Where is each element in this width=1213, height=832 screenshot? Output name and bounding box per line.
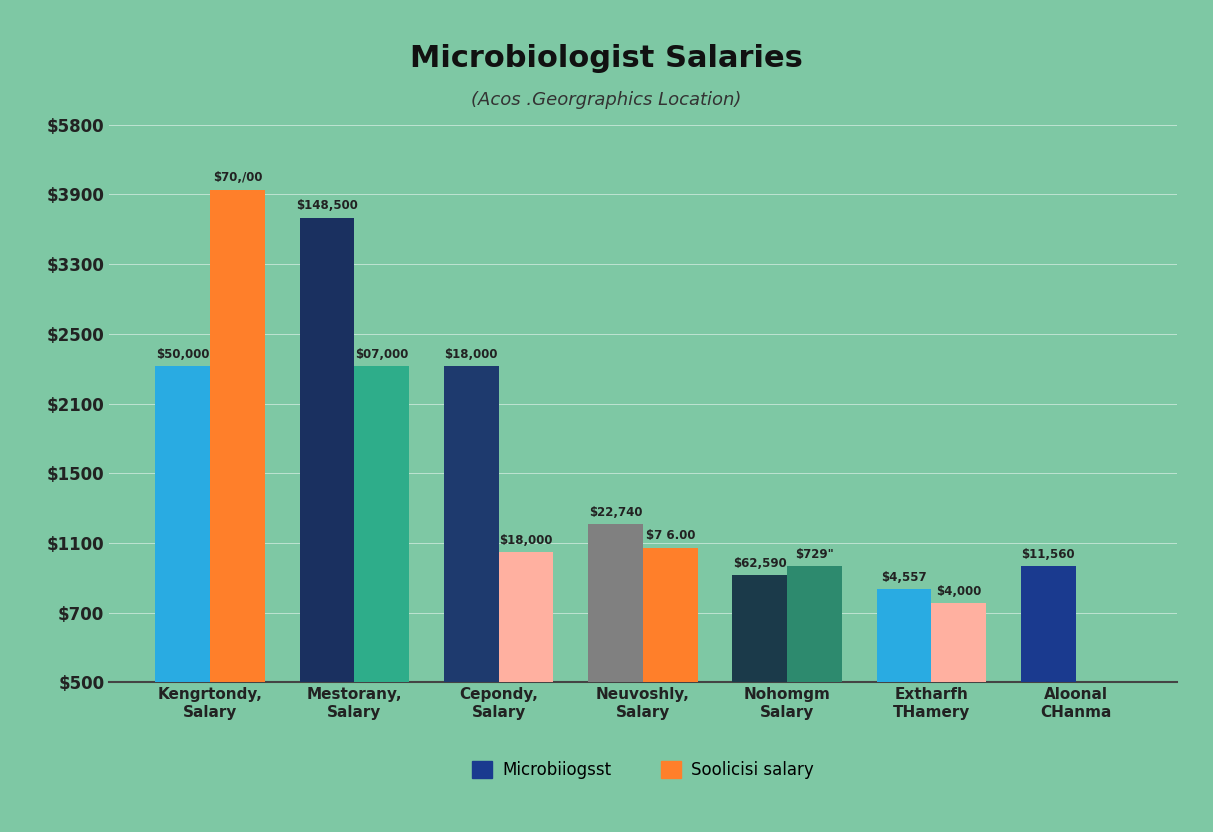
Text: $11,560: $11,560 [1021,547,1075,561]
Bar [787,566,842,729]
Bar [643,547,697,729]
Text: $50,000: $50,000 [156,348,210,361]
Text: $729": $729" [796,547,833,561]
Bar [733,576,787,729]
Text: $70,/00: $70,/00 [212,171,262,184]
Legend: Microbiiogsst, Soolicisi salary: Microbiiogsst, Soolicisi salary [466,754,820,785]
Text: $22,740: $22,740 [588,506,642,518]
Text: $4,557: $4,557 [881,571,927,584]
Text: $07,000: $07,000 [355,348,409,361]
Text: $4,000: $4,000 [936,585,981,597]
Text: $62,590: $62,590 [733,557,786,570]
Bar [210,190,264,729]
Text: Microbiologist Salaries: Microbiologist Salaries [410,44,803,72]
Text: $18,000: $18,000 [444,348,499,361]
Text: $148,500: $148,500 [296,199,358,212]
Bar [1021,566,1076,729]
Bar [588,524,643,729]
Bar [300,218,354,729]
Bar [499,552,553,729]
Bar [877,589,932,729]
Bar [444,366,499,729]
Bar [354,366,409,729]
Text: (Acos .Georgraphics Location): (Acos .Georgraphics Location) [472,91,741,109]
Bar [155,366,210,729]
Text: $18,000: $18,000 [500,533,553,547]
Bar [932,603,986,729]
Text: $7 6.00: $7 6.00 [645,529,695,542]
